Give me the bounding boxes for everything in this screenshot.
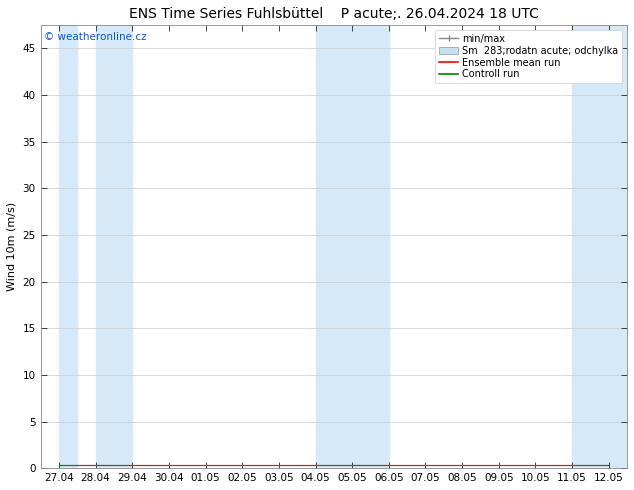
Legend: min/max, Sm  283;rodatn acute; odchylka, Ensemble mean run, Controll run: min/max, Sm 283;rodatn acute; odchylka, … [435, 30, 622, 83]
Bar [316, 25, 389, 468]
Bar [96, 25, 133, 468]
Y-axis label: Wind 10m (m/s): Wind 10m (m/s) [7, 202, 17, 291]
Bar [59, 25, 77, 468]
Title: ENS Time Series Fuhlsbüttel    P acute;. 26.04.2024 18 UTC: ENS Time Series Fuhlsbüttel P acute;. 26… [129, 7, 539, 21]
Text: © weatheronline.cz: © weatheronline.cz [44, 31, 146, 42]
Bar [572, 25, 627, 468]
